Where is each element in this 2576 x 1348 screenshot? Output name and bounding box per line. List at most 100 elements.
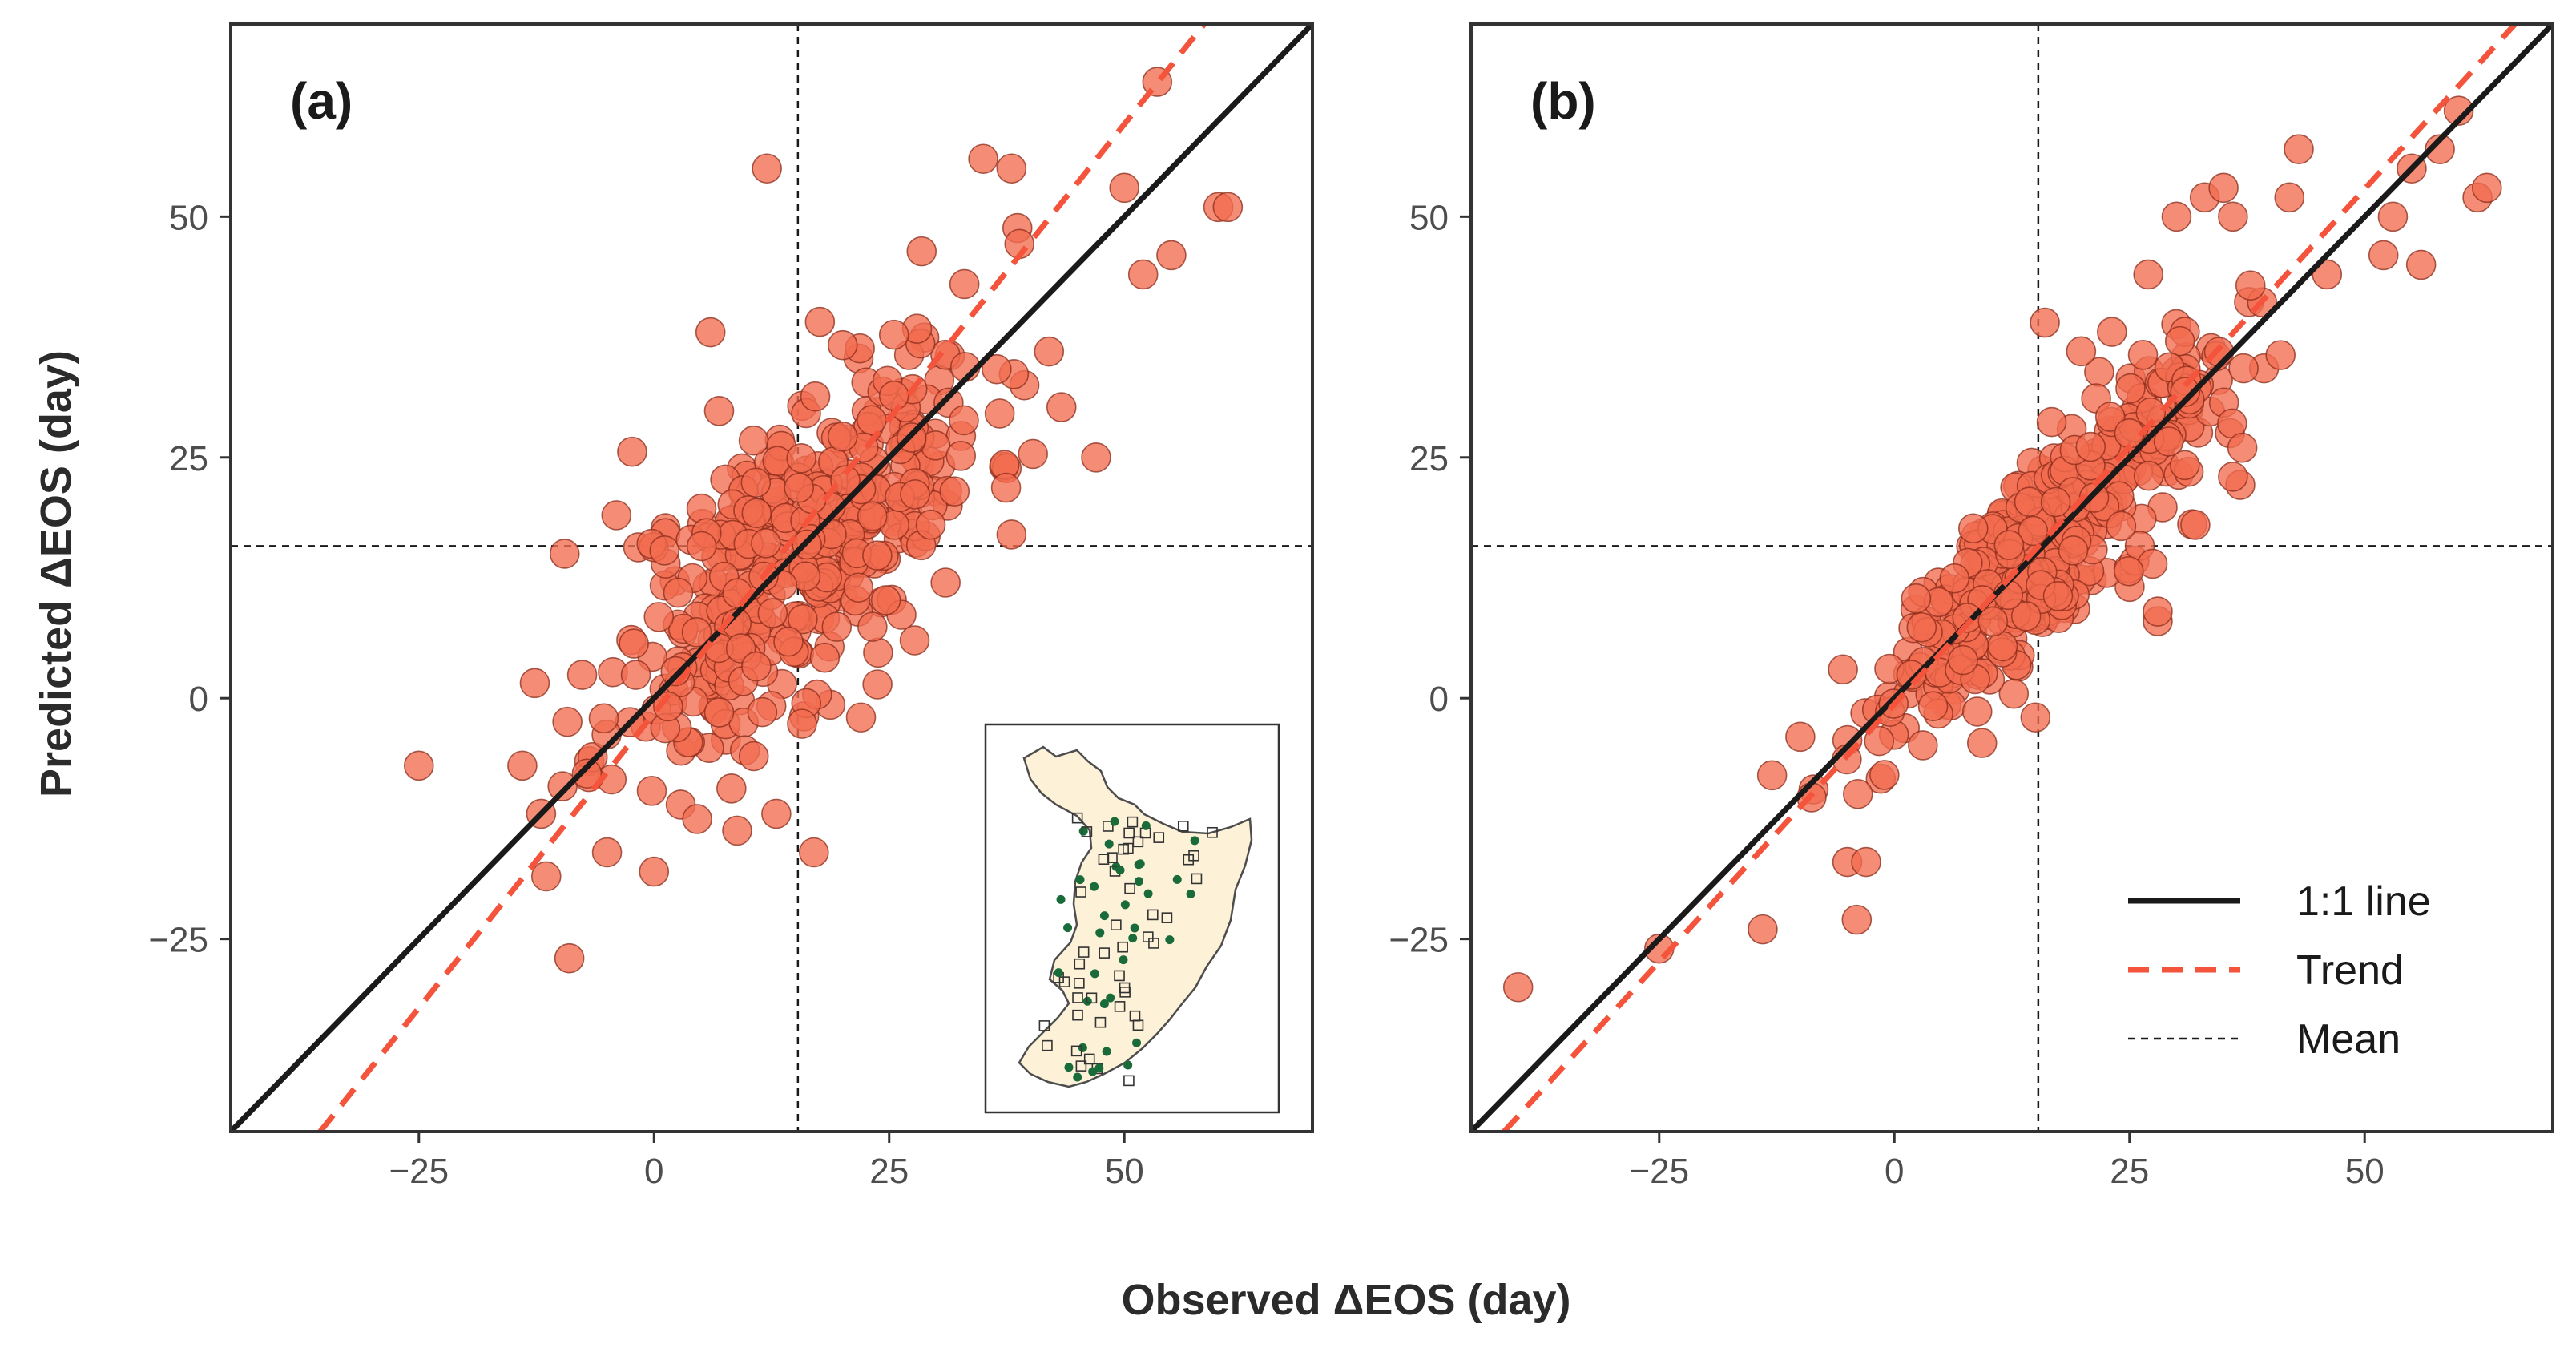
panel-a-data-point (862, 669, 893, 700)
inset-site-marker (1072, 1009, 1083, 1021)
panel-a-x-tick-label: −25 (389, 1152, 449, 1191)
panel-b-data-point (2014, 486, 2045, 517)
panel-b-data-point (2153, 426, 2184, 457)
panel-a-data-point (686, 531, 717, 562)
panel-b-data-point (2030, 307, 2060, 338)
panel-b-data-point (1869, 760, 1900, 790)
panel-a-data-point (588, 703, 619, 734)
panel-b-data-point (1502, 971, 1534, 1003)
panel-b-data-point (2036, 406, 2067, 438)
panel-a-data-point (845, 702, 877, 733)
inset-site-marker (1123, 827, 1135, 839)
inset-site-marker (1074, 978, 1085, 989)
inset-site-marker (1090, 969, 1099, 979)
panel-b-x-tick-label: 25 (2110, 1152, 2149, 1191)
panel-a-data-point (695, 317, 726, 348)
inset-site-marker (1207, 826, 1218, 838)
panel-b-data-point (2228, 353, 2259, 384)
panel-a-data-point (830, 465, 861, 496)
inset-map (984, 723, 1280, 1114)
inset-site-marker (1042, 1039, 1053, 1051)
panel-a-data-point (682, 804, 712, 834)
inset-site-marker (1064, 1063, 1074, 1072)
panel-b-x-tick-label: 0 (1885, 1152, 1904, 1191)
panel-b-data-point (1917, 691, 1949, 722)
panel-b-data-point (2425, 134, 2455, 165)
panel-b-data-point (2058, 535, 2089, 566)
panel-a-data-point (740, 467, 772, 498)
inset-site-marker (1119, 955, 1128, 965)
panel-a-data-point (703, 395, 735, 426)
panel-a-data-point (870, 585, 901, 615)
panel-a: −25 0 25 50 −25 0 25 50 (a) (148, 22, 1314, 1191)
inset-site-marker (1130, 923, 1139, 933)
panel-a-data-point (843, 572, 874, 603)
inset-site-marker (1098, 854, 1110, 866)
panel-b-data-point (2010, 601, 2042, 632)
panel-a-data-point (862, 540, 893, 571)
inset-site-marker (1099, 999, 1109, 1009)
panel-a-data-point (751, 527, 781, 559)
panel-a-data-point (915, 509, 946, 540)
inset-site-marker (1056, 894, 1066, 904)
inset-site-marker (1063, 923, 1073, 933)
inset-site-marker (1088, 1067, 1098, 1076)
inset-site-marker (1120, 900, 1130, 910)
panel-a-data-point (761, 798, 792, 829)
panel-a-data-point (663, 577, 694, 608)
panel-a-data-point (996, 519, 1027, 550)
panel-b-x-tick-label: 50 (2345, 1152, 2385, 1191)
panel-a-data-point (821, 611, 853, 642)
inset-site-marker (1110, 817, 1119, 826)
panel-a-data-point (403, 750, 434, 781)
panel-a-trend-line (317, 24, 1207, 1132)
panel-a-data-point (619, 628, 649, 659)
panel-b-data-point (2208, 172, 2239, 204)
inset-site-marker (1124, 882, 1135, 894)
panel-b-data-point (1785, 721, 1816, 753)
inset-site-marker (1191, 873, 1203, 885)
panel-b-data-point (2020, 702, 2051, 733)
inset-site-marker (1161, 912, 1173, 923)
inset-site-marker (1172, 874, 1182, 884)
inset-site-marker (1106, 993, 1115, 1003)
panel-b-data-point (2377, 201, 2409, 232)
panel-a-x-tick-label: 50 (1105, 1152, 1144, 1191)
panel-b-y-tick-label: 25 (1409, 439, 1449, 478)
panel-a-x-tick-label: 25 (869, 1152, 909, 1191)
inset-site-marker (1186, 889, 1195, 898)
panel-b-data-point (1948, 644, 1978, 676)
panel-b-data-point (2075, 431, 2106, 462)
panel-b-data-point (2133, 259, 2164, 290)
panel-b-data-point (1908, 730, 1938, 761)
panel-b-frame (1469, 22, 2554, 1133)
panel-a-data-point (799, 837, 829, 868)
inset-site-marker (1165, 935, 1175, 945)
panel-a-data-point (804, 306, 836, 337)
panel-a-data-point (552, 706, 583, 737)
panel-a-data-point (1156, 240, 1187, 271)
panel-a-data-point (899, 625, 930, 656)
panel-a-data-point (982, 353, 1012, 385)
panel-a-y-tick-label: −25 (148, 921, 208, 960)
panel-b-data-point (1896, 660, 1927, 690)
panel-a-data-point (643, 602, 675, 632)
panel-a-data-point (1081, 442, 1111, 473)
inset-site-marker (1107, 852, 1118, 863)
inset-site-marker (1183, 854, 1195, 866)
panel-a-data-point (554, 942, 585, 974)
inset-site-marker (1143, 931, 1154, 942)
inset-site-marker (1118, 843, 1129, 855)
panel-a-data-point (788, 603, 818, 635)
panel-a-data-point (863, 637, 893, 668)
panel-b-data-point (1939, 563, 1970, 594)
panel-a-data-point (686, 493, 717, 524)
panel-a-data-point (1034, 336, 1065, 367)
panel-a-data-point (906, 236, 937, 267)
panel-b-data-point (1843, 778, 1873, 809)
panel-b-data-point (2113, 555, 2144, 587)
legend: 1:1 line Trend Mean (2128, 878, 2431, 1063)
panel-b-data-point (2040, 486, 2071, 518)
inset-site-marker (1073, 1072, 1082, 1082)
inset-site-marker (1072, 992, 1083, 1003)
